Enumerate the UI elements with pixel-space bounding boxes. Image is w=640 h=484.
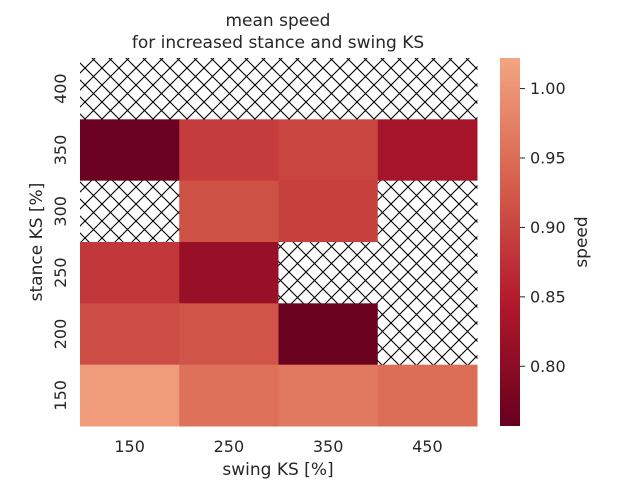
heatmap-cell bbox=[80, 364, 180, 427]
x-tick-label: 150 bbox=[114, 437, 145, 456]
heatmap-cell bbox=[80, 303, 180, 366]
heatmap-cell bbox=[80, 242, 180, 304]
x-tick-label: 350 bbox=[313, 437, 344, 456]
colorbar-label: speed bbox=[572, 216, 592, 267]
heatmap-cell-missing bbox=[377, 58, 478, 120]
colorbar-gradient bbox=[500, 58, 520, 426]
y-tick-label: 150 bbox=[51, 380, 70, 411]
heatmap-cell bbox=[278, 119, 379, 182]
heatmap-cell-missing bbox=[80, 58, 180, 120]
heatmap-cell bbox=[278, 364, 379, 427]
y-tick-labels: 400 350 300 250 200 150 bbox=[51, 73, 70, 410]
heatmap-cell bbox=[80, 119, 180, 182]
y-tick-label: 250 bbox=[51, 257, 70, 288]
x-tick-labels: 150 250 350 450 bbox=[114, 437, 442, 456]
heatmap-cell-missing bbox=[377, 180, 478, 243]
colorbar-tick-label: 0.85 bbox=[530, 287, 566, 306]
y-tick-label: 400 bbox=[51, 73, 70, 104]
heatmap-cell-missing bbox=[80, 180, 180, 243]
colorbar: 0.80 0.85 0.90 0.95 1.00 speed bbox=[500, 58, 592, 426]
x-tick-label: 450 bbox=[412, 437, 443, 456]
heatmap-cell bbox=[179, 303, 279, 366]
colorbar-ticks: 0.80 0.85 0.90 0.95 1.00 bbox=[520, 79, 566, 376]
y-tick-label: 200 bbox=[51, 319, 70, 350]
heatmap-cell bbox=[278, 303, 379, 366]
heatmap-cell bbox=[179, 364, 279, 427]
chart-title-line-2: for increased stance and swing KS bbox=[132, 33, 424, 53]
heatmap-cell-missing bbox=[377, 242, 478, 304]
heatmap-cell bbox=[377, 119, 478, 182]
x-tick-label: 250 bbox=[214, 437, 245, 456]
heatmap-cell bbox=[377, 364, 478, 427]
colorbar-tick-label: 0.95 bbox=[530, 148, 566, 167]
colorbar-tick-label: 0.80 bbox=[530, 357, 566, 376]
heatmap-cell bbox=[278, 180, 379, 243]
colorbar-tick-label: 0.90 bbox=[530, 218, 566, 237]
x-axis-label: swing KS [%] bbox=[222, 460, 333, 480]
heatmap-cell-missing bbox=[278, 242, 379, 304]
colorbar-tick-label: 1.00 bbox=[530, 79, 566, 98]
heatmap-cells bbox=[80, 58, 478, 427]
y-tick-label: 350 bbox=[51, 135, 70, 166]
y-axis-label: stance KS [%] bbox=[27, 183, 47, 302]
heatmap-cell bbox=[179, 242, 279, 304]
heatmap-cell bbox=[179, 119, 279, 182]
heatmap-cell-missing bbox=[377, 303, 478, 366]
heatmap-cell-missing bbox=[278, 58, 379, 120]
chart-title-line-1: mean speed bbox=[226, 11, 331, 31]
heatmap-cell bbox=[179, 180, 279, 243]
heatmap-cell-missing bbox=[179, 58, 279, 120]
y-tick-label: 300 bbox=[51, 196, 70, 227]
